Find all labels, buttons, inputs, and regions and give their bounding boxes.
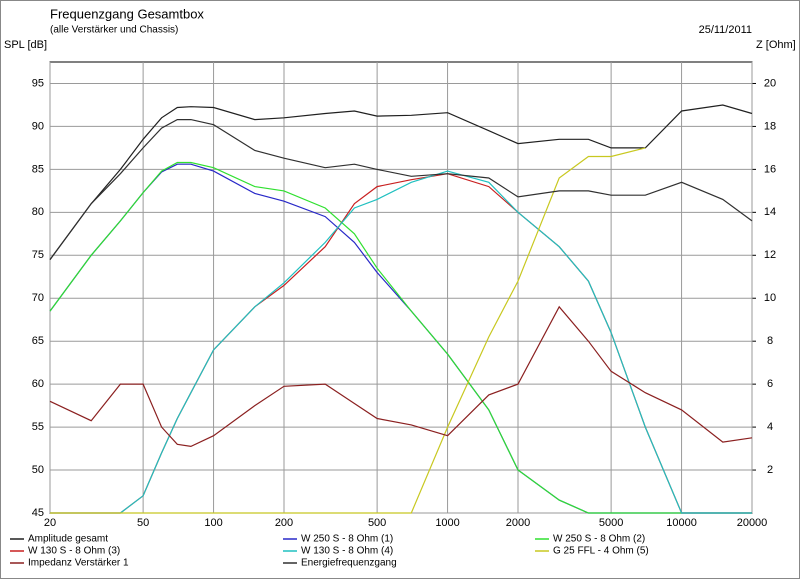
- y2-tick-label: 20: [764, 77, 776, 89]
- y-axis-label: SPL [dB]: [4, 39, 47, 51]
- plot-area: [49, 61, 753, 514]
- chart-subtitle: (alle Verstärker und Chassis): [50, 25, 178, 36]
- x-tick-label: 1000: [435, 517, 459, 529]
- x-tick-label: 20000: [737, 517, 768, 529]
- x-tick-label: 200: [275, 517, 293, 529]
- x-tick-label: 50: [137, 517, 149, 529]
- y-tick-label: 65: [32, 335, 44, 347]
- legend-label: Energiefrequenzgang: [301, 558, 397, 569]
- y-tick-label: 85: [32, 163, 44, 175]
- y2-tick-label: 12: [764, 249, 776, 261]
- y-tick-label: 80: [32, 206, 44, 218]
- y-tick-label: 50: [32, 464, 44, 476]
- legend-label: W 250 S - 8 Ohm (2): [553, 534, 645, 545]
- chart-title: Frequenzgang Gesamtbox: [50, 6, 204, 21]
- x-tick-label: 500: [368, 517, 386, 529]
- x-tick-label: 100: [204, 517, 222, 529]
- legend-label: Impedanz Verstärker 1: [28, 558, 129, 569]
- y2-tick-label: 16: [764, 163, 776, 175]
- x-tick-label: 2000: [506, 517, 530, 529]
- x-tick-label: 10000: [666, 517, 697, 529]
- y-tick-label: 45: [32, 507, 44, 519]
- series-line: [49, 161, 752, 514]
- y2-tick-label: 2: [767, 464, 773, 476]
- y2-axis-label: Z [Ohm]: [756, 39, 796, 51]
- y-tick-label: 55: [32, 421, 44, 433]
- y2-tick-label: 10: [764, 292, 776, 304]
- series-line: [49, 119, 753, 260]
- legend-label: W 250 S - 8 Ohm (1): [301, 534, 393, 545]
- y-tick-label: 75: [32, 249, 44, 261]
- legend-label: W 130 S - 8 Ohm (4): [301, 546, 393, 557]
- x-tick-label: 20: [44, 517, 56, 529]
- y-tick-label: 70: [32, 292, 44, 304]
- legend-label: Amplitude gesamt: [28, 534, 108, 545]
- y-tick-label: 60: [32, 378, 44, 390]
- y2-tick-label: 4: [767, 421, 773, 433]
- legend-label: W 130 S - 8 Ohm (3): [28, 546, 120, 557]
- y2-tick-label: 18: [764, 120, 776, 132]
- y2-tick-label: 8: [767, 335, 773, 347]
- y-tick-label: 90: [32, 120, 44, 132]
- y2-tick-label: 14: [764, 206, 776, 218]
- date: 25/11/2011: [699, 24, 752, 36]
- legend-label: G 25 FFL - 4 Ohm (5): [553, 546, 649, 557]
- y2-tick-label: 6: [767, 378, 773, 390]
- series-line: [49, 104, 753, 260]
- series-line: [50, 170, 752, 514]
- x-tick-label: 5000: [599, 517, 623, 529]
- y-tick-label: 95: [32, 77, 44, 89]
- series-line: [49, 305, 753, 448]
- series-line: [50, 147, 646, 514]
